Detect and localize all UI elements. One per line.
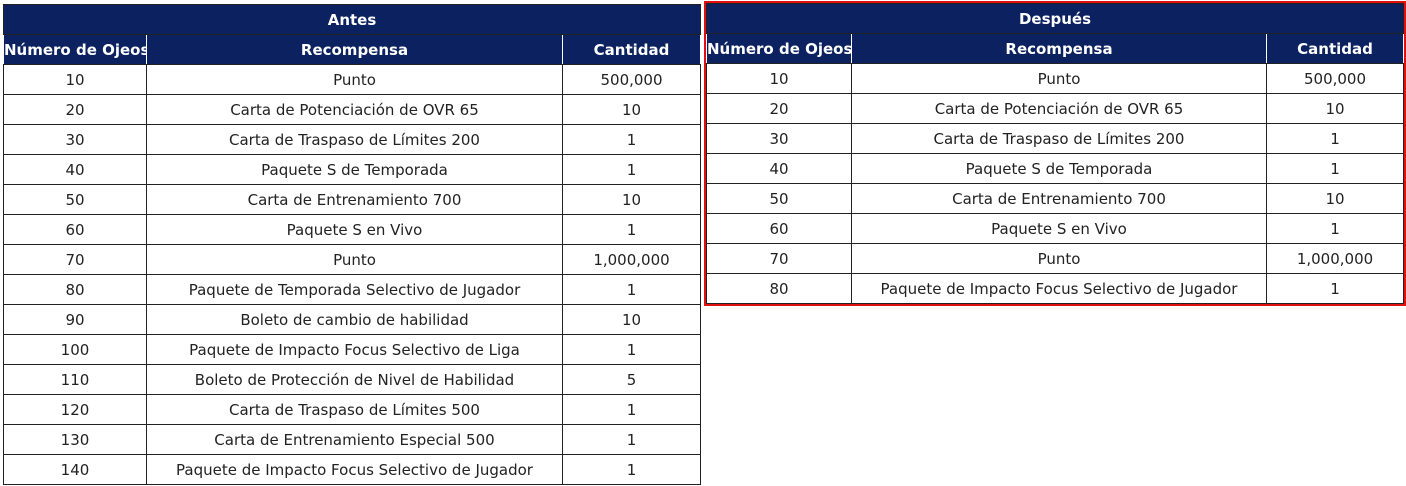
ojeos-cell: 60 (3, 214, 147, 245)
recompensa-cell: Paquete de Impacto Focus Selectivo de Li… (146, 334, 563, 365)
ojeos-cell: 60 (706, 213, 852, 244)
table-row: 10 Punto 500,000 (706, 63, 1404, 94)
despues-table: Después Número de Ojeos Recompensa Cantida… (704, 1, 1406, 306)
cantidad-cell: 500,000 (561, 64, 702, 95)
cantidad-cell: 500,000 (1266, 63, 1404, 94)
ojeos-cell: 40 (3, 154, 147, 185)
ojeos-cell: 140 (3, 454, 147, 485)
table-row: 80 Paquete de Impacto Focus Selectivo de … (706, 273, 1404, 304)
table-row: 20 Carta de Potenciación de OVR 65 10 (706, 93, 1404, 124)
cantidad-cell: 1,000,000 (1266, 243, 1404, 274)
ojeos-cell: 70 (706, 243, 852, 274)
recompensa-cell: Boleto de Protección de Nivel de Habilid… (146, 364, 563, 395)
recompensa-cell: Paquete S de Temporada (851, 153, 1267, 184)
recompensa-cell: Boleto de cambio de habilidad (146, 304, 563, 335)
table-row: 50 Carta de Entrenamiento 700 10 (706, 183, 1404, 214)
ojeos-cell: 80 (3, 274, 147, 305)
table-row: 40 Paquete S de Temporada 1 (706, 153, 1404, 184)
recompensa-cell: Paquete de Temporada Selectivo de Jugado… (146, 274, 563, 305)
recompensa-cell: Carta de Potenciación de OVR 65 (146, 94, 563, 125)
cantidad-cell: 1 (561, 124, 702, 155)
cantidad-cell: 10 (1266, 93, 1404, 124)
table-row: 90 Boleto de cambio de habilidad 10 (3, 304, 702, 335)
table-row: 20 Carta de Potenciación de OVR 65 10 (3, 94, 702, 125)
column-header: Cantidad (561, 34, 702, 65)
table-title: Antes (2, 4, 702, 35)
cantidad-cell: 1 (1266, 153, 1404, 184)
ojeos-cell: 120 (3, 394, 147, 425)
antes-table: Antes Número de Ojeos Recompensa Cantidad … (2, 4, 702, 485)
recompensa-cell: Paquete S en Vivo (146, 214, 563, 245)
table-row: 120 Carta de Traspaso de Límites 500 1 (3, 394, 702, 425)
table-row: 60 Paquete S en Vivo 1 (3, 214, 702, 245)
cantidad-cell: 1 (561, 154, 702, 185)
cantidad-cell: 1 (1266, 123, 1404, 154)
table-row: 80 Paquete de Temporada Selectivo de Juga… (3, 274, 702, 305)
cantidad-cell: 1,000,000 (561, 244, 702, 275)
cantidad-cell: 5 (561, 364, 702, 395)
recompensa-cell: Punto (146, 244, 563, 275)
table-row: 140 Paquete de Impacto Focus Selectivo de… (3, 454, 702, 485)
ojeos-cell: 20 (706, 93, 852, 124)
recompensa-cell: Paquete S en Vivo (851, 213, 1267, 244)
cantidad-cell: 1 (561, 334, 702, 365)
table-title: Después (706, 3, 1404, 34)
ojeos-cell: 50 (3, 184, 147, 215)
table-row: 40 Paquete S de Temporada 1 (3, 154, 702, 185)
cantidad-cell: 10 (1266, 183, 1404, 214)
table-row: 130 Carta de Entrenamiento Especial 500 1 (3, 424, 702, 455)
column-header: Recompensa (851, 33, 1267, 64)
ojeos-cell: 40 (706, 153, 852, 184)
cantidad-cell: 10 (561, 94, 702, 125)
table-row: 30 Carta de Traspaso de Límites 200 1 (3, 124, 702, 155)
ojeos-cell: 110 (3, 364, 147, 395)
ojeos-cell: 30 (3, 124, 147, 155)
ojeos-cell: 10 (3, 64, 147, 95)
ojeos-cell: 130 (3, 424, 147, 455)
cantidad-cell: 10 (561, 184, 702, 215)
ojeos-cell: 70 (3, 244, 147, 275)
recompensa-cell: Punto (851, 63, 1267, 94)
cantidad-cell: 1 (561, 394, 702, 425)
cantidad-cell: 1 (561, 454, 702, 485)
cantidad-cell: 10 (561, 304, 702, 335)
ojeos-cell: 90 (3, 304, 147, 335)
ojeos-cell: 20 (3, 94, 147, 125)
table-row: 60 Paquete S en Vivo 1 (706, 213, 1404, 244)
recompensa-cell: Carta de Entrenamiento 700 (851, 183, 1267, 214)
recompensa-cell: Carta de Traspaso de Límites 500 (146, 394, 563, 425)
column-header: Recompensa (146, 34, 563, 65)
ojeos-cell: 10 (706, 63, 852, 94)
table-row: 50 Carta de Entrenamiento 700 10 (3, 184, 702, 215)
table-row: 110 Boleto de Protección de Nivel de Habi… (3, 364, 702, 395)
recompensa-cell: Carta de Traspaso de Límites 200 (146, 124, 563, 155)
recompensa-cell: Paquete S de Temporada (146, 154, 563, 185)
cantidad-cell: 1 (561, 274, 702, 305)
cantidad-cell: 1 (1266, 273, 1404, 304)
recompensa-cell: Carta de Entrenamiento Especial 500 (146, 424, 563, 455)
cantidad-cell: 1 (1266, 213, 1404, 244)
recompensa-cell: Paquete de Impacto Focus Selectivo de Ju… (146, 454, 563, 485)
cantidad-cell: 1 (561, 214, 702, 245)
table-row: 30 Carta de Traspaso de Límites 200 1 (706, 123, 1404, 154)
recompensa-cell: Carta de Traspaso de Límites 200 (851, 123, 1267, 154)
cantidad-cell: 1 (561, 424, 702, 455)
table-row: 70 Punto 1,000,000 (706, 243, 1404, 274)
table-row: 100 Paquete de Impacto Focus Selectivo de… (3, 334, 702, 365)
recompensa-cell: Punto (851, 243, 1267, 274)
recompensa-cell: Carta de Entrenamiento 700 (146, 184, 563, 215)
ojeos-cell: 80 (706, 273, 852, 304)
table-row: 70 Punto 1,000,000 (3, 244, 702, 275)
column-header: Número de Ojeos (3, 34, 147, 65)
recompensa-cell: Punto (146, 64, 563, 95)
ojeos-cell: 30 (706, 123, 852, 154)
recompensa-cell: Carta de Potenciación de OVR 65 (851, 93, 1267, 124)
column-header: Número de Ojeos (706, 33, 852, 64)
ojeos-cell: 100 (3, 334, 147, 365)
table-row: 10 Punto 500,000 (3, 64, 702, 95)
ojeos-cell: 50 (706, 183, 852, 214)
recompensa-cell: Paquete de Impacto Focus Selectivo de Ju… (851, 273, 1267, 304)
column-header: Cantidad (1266, 33, 1404, 64)
